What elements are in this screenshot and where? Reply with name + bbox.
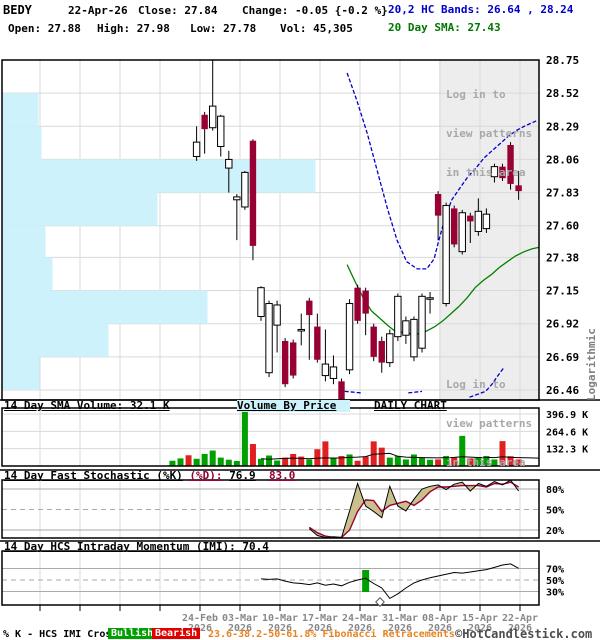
stoch-k-value: 76.9: [229, 469, 256, 482]
high-label: High: 27.98: [97, 22, 170, 35]
login-pattern-overlay-top[interactable]: Log in to view patterns in this area: [446, 62, 532, 205]
svg-text:26.46: 26.46: [546, 384, 579, 397]
svg-text:20%: 20%: [546, 526, 564, 537]
open-label: Open: 27.88: [8, 22, 81, 35]
svg-text:27.38: 27.38: [546, 251, 579, 264]
svg-text:15-Apr: 15-Apr: [462, 613, 498, 624]
overlay-line: Log in to: [446, 88, 506, 101]
svg-text:27.83: 27.83: [546, 187, 579, 200]
overlay-line: in this area: [446, 166, 526, 179]
svg-text:2026: 2026: [468, 623, 492, 634]
svg-text:22-Apr: 22-Apr: [502, 613, 538, 624]
svg-text:50%: 50%: [546, 576, 564, 587]
overlay-line: view patterns: [446, 127, 533, 140]
svg-text:26.69: 26.69: [546, 351, 579, 364]
svg-text:28.29: 28.29: [546, 120, 579, 133]
hc-bands-label: 20,2 HC Bands: 26.64 , 28.24: [388, 3, 574, 16]
symbol-label: BEDY: [3, 3, 32, 17]
svg-text:31-Mar: 31-Mar: [382, 613, 418, 624]
svg-text:264.6 K: 264.6 K: [546, 427, 588, 438]
overlay-line: in this area: [446, 456, 526, 469]
svg-text:27.15: 27.15: [546, 285, 579, 298]
volume-by-price-label: Volume By Price: [237, 400, 351, 412]
fibonacci-legend-label: 23.6-38.2-50-61.8% Fibonacci Retracement…: [208, 629, 455, 640]
svg-text:10-Mar: 10-Mar: [262, 613, 298, 624]
svg-text:08-Apr: 08-Apr: [422, 613, 458, 624]
svg-text:2026: 2026: [388, 623, 412, 634]
svg-text:2026: 2026: [348, 623, 372, 634]
bullish-badge: Bullish: [108, 628, 157, 639]
imi-panel-title: 14 Day HCS Intraday Momentum (IMI): 70.4: [4, 540, 269, 553]
low-label: Low: 27.78: [190, 22, 257, 35]
svg-text:2026: 2026: [428, 623, 452, 634]
stoch-title-k: 14 Day Fast Stochastic (%K): [4, 469, 183, 482]
login-pattern-overlay-bottom[interactable]: Log in to view patterns in this area: [446, 352, 532, 495]
svg-text:2026: 2026: [308, 623, 332, 634]
sma-label: 20 Day SMA: 27.43: [388, 21, 501, 34]
svg-text:80%: 80%: [546, 485, 564, 496]
overlay-line: view patterns: [446, 417, 533, 430]
svg-text:26.92: 26.92: [546, 318, 579, 331]
svg-text:50%: 50%: [546, 505, 564, 516]
svg-text:70%: 70%: [546, 565, 564, 576]
svg-text:2026: 2026: [228, 623, 252, 634]
stochastic-panel-title: 14 Day Fast Stochastic (%K) (%D): 76.9 8…: [4, 470, 295, 482]
svg-text:28.52: 28.52: [546, 87, 579, 100]
svg-text:30%: 30%: [546, 588, 564, 599]
change-label: Change: -0.05 {-0.2 %}: [242, 4, 388, 17]
stoch-title-d: (%D):: [189, 469, 223, 482]
volume-label: Vol: 45,305: [280, 22, 353, 35]
volume-panel-title: 14 Day SMA Volume: 32.1 K: [4, 399, 170, 412]
close-label: Close: 27.84: [138, 4, 218, 17]
bearish-badge: Bearish: [152, 628, 201, 639]
svg-text:28.06: 28.06: [546, 153, 579, 166]
svg-text:396.9 K: 396.9 K: [546, 410, 588, 421]
svg-text:2026: 2026: [508, 623, 532, 634]
daily-chart-label: DAILY CHART: [374, 399, 447, 412]
scale-label: Logarithmic: [585, 328, 598, 401]
date-label: 22-Apr-26: [68, 4, 128, 17]
overlay-line: Log in to: [446, 378, 506, 391]
svg-text:24-Mar: 24-Mar: [342, 613, 378, 624]
svg-text:28.75: 28.75: [546, 54, 579, 67]
svg-text:132.3 K: 132.3 K: [546, 445, 588, 456]
svg-text:27.60: 27.60: [546, 220, 579, 233]
svg-text:17-Mar: 17-Mar: [302, 613, 338, 624]
svg-text:2026: 2026: [268, 623, 292, 634]
svg-text:24-Feb: 24-Feb: [182, 613, 218, 624]
svg-text:03-Mar: 03-Mar: [222, 613, 258, 624]
stoch-d-value: 83.0: [268, 469, 296, 482]
copyright-link[interactable]: ©HotCandlestick.com: [455, 627, 593, 640]
